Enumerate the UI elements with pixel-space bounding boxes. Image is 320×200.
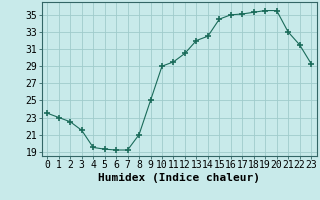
X-axis label: Humidex (Indice chaleur): Humidex (Indice chaleur)	[98, 173, 260, 183]
